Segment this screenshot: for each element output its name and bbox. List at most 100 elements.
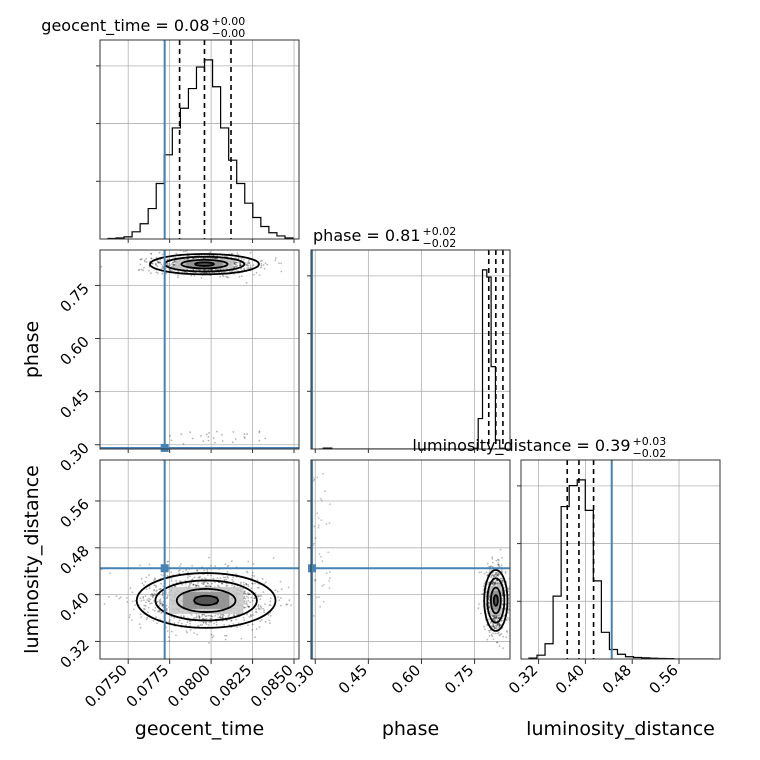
histogram-step (318, 269, 505, 449)
scatter-point (143, 607, 145, 610)
scatter-point (139, 626, 142, 629)
scatter-point (158, 604, 161, 607)
scatter-point (217, 616, 220, 619)
scatter-point (183, 616, 185, 618)
scatter-point (238, 247, 240, 249)
scatter-point (493, 582, 496, 584)
scatter-point (150, 253, 153, 255)
scatter-point (501, 557, 503, 559)
scatter-point (223, 579, 226, 581)
scatter-point (168, 269, 171, 271)
scatter-point (100, 265, 103, 268)
scatter-point (245, 583, 248, 585)
scatter-point (173, 263, 176, 266)
scatter-point (488, 635, 491, 637)
scatter-point (170, 269, 173, 272)
scatter-point (157, 272, 159, 274)
scatter-point (245, 602, 248, 605)
scatter-point (155, 589, 158, 592)
scatter-point (161, 272, 164, 275)
scatter-point (225, 578, 228, 581)
scatter-point (203, 581, 206, 584)
scatter-point (493, 627, 496, 630)
scatter-point (212, 437, 215, 439)
scatter-point (234, 438, 237, 440)
scatter-point (286, 603, 289, 606)
contours (483, 569, 509, 632)
title-value: geocent_time = 0.08 (41, 16, 209, 36)
scatter-point (137, 269, 140, 272)
scatter-point (185, 630, 188, 632)
scatter-point (499, 573, 501, 576)
scatter-point (498, 616, 501, 619)
joint-panel-geocent_time-luminosity_distance (99, 459, 300, 660)
scatter-point (507, 602, 510, 605)
scatter-point (151, 262, 154, 265)
contour-line (490, 586, 502, 615)
scatter-point (168, 258, 170, 260)
scatter-point (154, 263, 157, 265)
scatter-point (322, 600, 325, 603)
scatter-point (225, 634, 228, 637)
scatter-point (219, 577, 222, 579)
scatter-point (491, 574, 494, 577)
scatter-point (491, 583, 494, 585)
scatter-point (216, 430, 218, 433)
scatter-point (255, 610, 257, 613)
scatter-point (207, 614, 209, 617)
scatter-point (206, 582, 209, 585)
scatter-point (506, 617, 509, 619)
scatter-point (221, 616, 224, 619)
scatter-point (257, 595, 260, 598)
scatter-point (161, 591, 164, 594)
scatter-point (494, 627, 497, 629)
scatter-point (245, 282, 248, 284)
scatter-point (210, 633, 213, 636)
scatter-point (235, 261, 238, 264)
scatter-point (497, 563, 500, 566)
scatter-point (498, 624, 500, 627)
scatter-point (156, 261, 159, 263)
scatter-point (496, 579, 498, 582)
scatter-point (247, 261, 250, 263)
scatter-point (269, 622, 271, 625)
scatter-point (186, 576, 189, 579)
scatter-point (159, 603, 162, 605)
scatter-point (264, 581, 267, 584)
title-plus: +0.00 (212, 15, 246, 28)
x-tick-label: 0.0750 (81, 661, 131, 711)
scatter-point (493, 617, 496, 620)
scatter-point (144, 260, 146, 263)
scatter-point (239, 264, 242, 267)
scatter-point (321, 560, 324, 563)
scatter-point (316, 596, 318, 599)
scatter-point (188, 620, 191, 622)
scatter-point (239, 263, 242, 266)
scatter-point (160, 573, 163, 576)
scatter-point (132, 608, 135, 611)
scatter-point (235, 618, 238, 621)
scatter-point (159, 588, 162, 590)
scatter-point (129, 614, 132, 616)
scatter-point (318, 596, 320, 599)
scatter-point (190, 582, 193, 585)
scatter-point (489, 629, 492, 632)
scatter-point (493, 627, 496, 629)
scatter-point (247, 605, 249, 608)
scatter-point (197, 576, 200, 579)
scatter-point (247, 585, 250, 588)
scatter-point (180, 433, 183, 436)
scatter-point (142, 584, 145, 586)
scatter-point (262, 607, 265, 610)
scatter-point (230, 560, 233, 562)
scatter-point (142, 595, 145, 598)
scatter-point (290, 604, 292, 607)
title-minus: −0.02 (423, 237, 457, 250)
scatter-point (197, 257, 200, 260)
scatter-point (492, 632, 494, 635)
scatter-point (255, 271, 258, 274)
scatter-point (497, 622, 500, 625)
scatter-point (247, 265, 249, 267)
scatter-point (222, 576, 225, 579)
